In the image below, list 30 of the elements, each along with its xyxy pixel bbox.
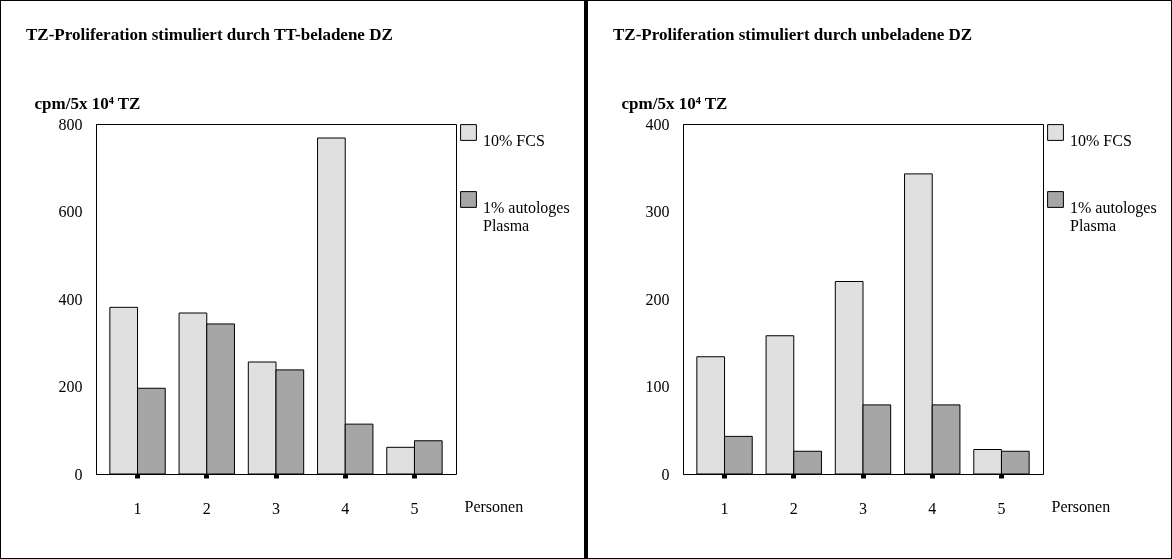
x-tick-label: 1	[133, 499, 142, 517]
chart-title: TZ-Proliferation stimuliert durch TT-beladene DZ	[26, 25, 393, 44]
y-tick-label: 0	[74, 465, 83, 483]
legend-label: 10% FCS	[1070, 131, 1132, 149]
chart-title: TZ-Proliferation stimuliert durch unbeladene DZ	[613, 25, 973, 44]
x-tick-label: 4	[341, 499, 350, 517]
y-tick-label: 100	[645, 378, 670, 395]
x-tick-label: 2	[202, 499, 211, 517]
x-tick-label: 4	[928, 499, 937, 517]
x-axis-title: Personen	[1051, 497, 1111, 515]
x-tick-label: 5	[410, 499, 419, 517]
y-tick-label: 200	[58, 378, 83, 395]
x-axis-title: Personen	[464, 497, 524, 515]
y-axis-title: cpm/5x 10⁴ TZ	[621, 93, 728, 113]
y-tick-label: 300	[645, 203, 670, 220]
x-tick-label: 1	[720, 499, 729, 517]
y-tick-label: 0	[661, 465, 670, 483]
y-tick-label: 600	[58, 203, 83, 220]
legend-label: 1% autologes Plasma	[483, 198, 570, 234]
y-tick-label: 400	[645, 115, 670, 133]
x-tick-label: 3	[272, 499, 280, 517]
y-tick-label: 800	[58, 115, 83, 133]
y-axis-title: cpm/5x 10⁴ TZ	[34, 93, 141, 113]
x-tick-label: 5	[997, 499, 1006, 517]
x-tick-label: 2	[789, 499, 798, 517]
x-tick-label: 3	[859, 499, 867, 517]
y-tick-label: 200	[645, 290, 670, 308]
legend-label: 10% FCS	[483, 131, 545, 149]
y-tick-label: 400	[58, 290, 83, 308]
legend-label: 1% autologes Plasma	[1070, 198, 1157, 234]
